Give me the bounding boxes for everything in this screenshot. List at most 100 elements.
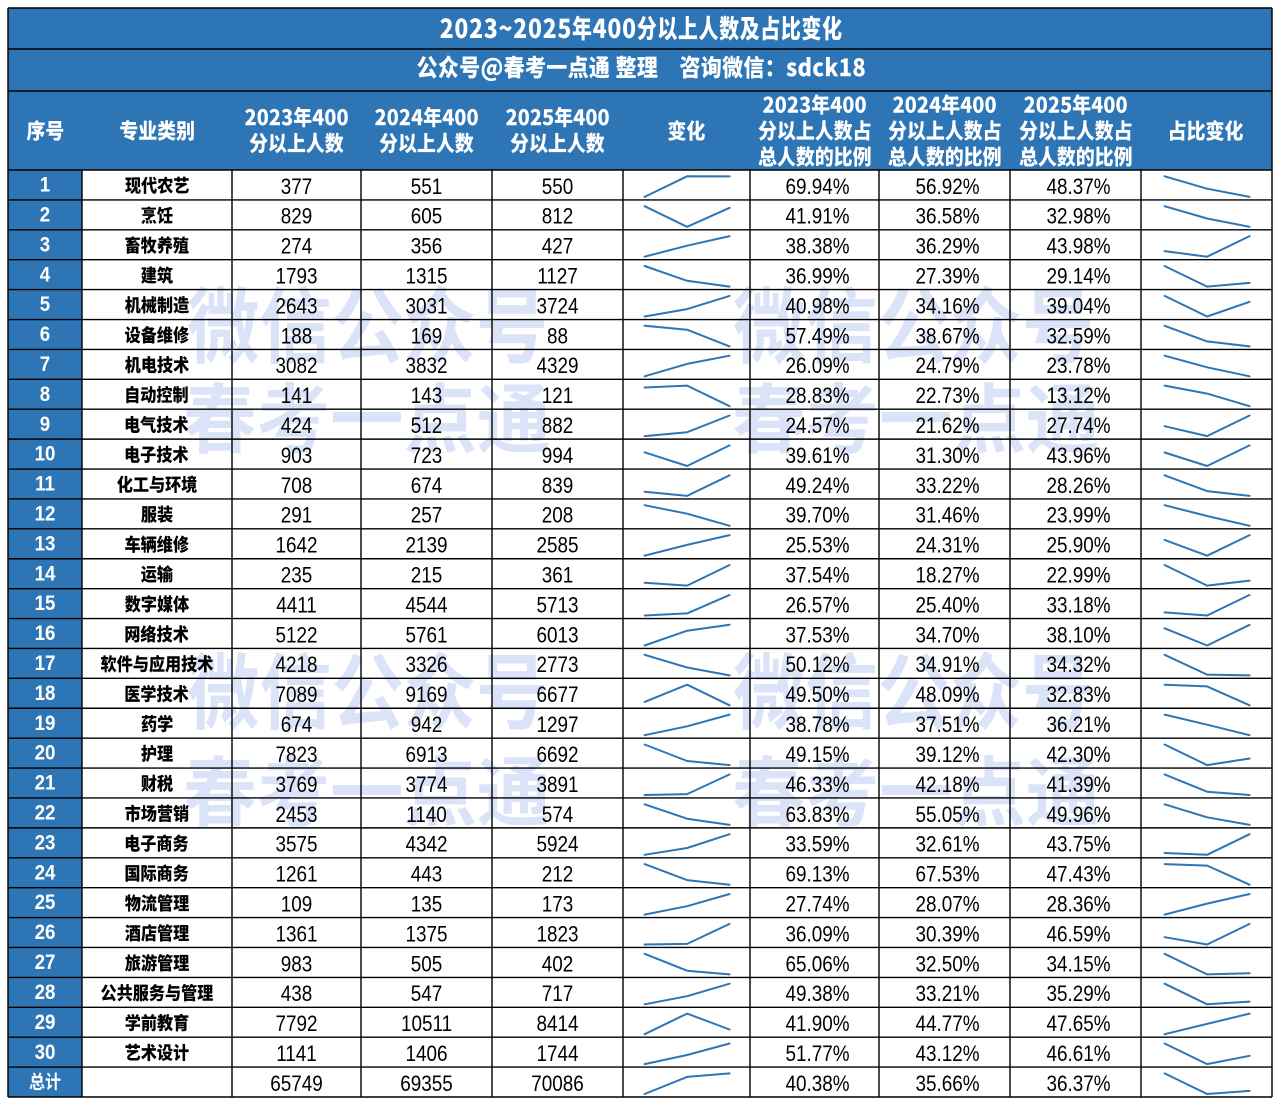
svg-text:29.14%: 29.14% — [1046, 264, 1110, 289]
svg-text:1375: 1375 — [405, 922, 447, 947]
svg-text:24.57%: 24.57% — [785, 414, 849, 439]
svg-text:235: 235 — [281, 563, 313, 588]
svg-text:5761: 5761 — [405, 623, 447, 648]
svg-text:1823: 1823 — [536, 922, 578, 947]
svg-text:49.96%: 49.96% — [1046, 802, 1110, 827]
svg-text:6677: 6677 — [536, 683, 578, 708]
svg-text:18.27%: 18.27% — [915, 563, 979, 588]
svg-text:26.09%: 26.09% — [785, 354, 849, 379]
svg-text:9169: 9169 — [405, 683, 447, 708]
svg-text:34.70%: 34.70% — [915, 623, 979, 648]
svg-text:21: 21 — [35, 771, 56, 794]
svg-text:40.38%: 40.38% — [785, 1071, 849, 1096]
svg-text:70086: 70086 — [531, 1071, 584, 1096]
svg-text:443: 443 — [411, 862, 443, 887]
svg-text:2139: 2139 — [405, 533, 447, 558]
svg-text:109: 109 — [281, 892, 313, 917]
svg-text:3082: 3082 — [275, 354, 317, 379]
svg-text:983: 983 — [281, 952, 313, 977]
svg-text:33.21%: 33.21% — [915, 982, 979, 1007]
svg-text:28.83%: 28.83% — [785, 384, 849, 409]
svg-text:65749: 65749 — [270, 1071, 323, 1096]
svg-text:46.59%: 46.59% — [1046, 922, 1110, 947]
svg-text:2585: 2585 — [536, 533, 578, 558]
svg-text:20: 20 — [35, 742, 56, 765]
svg-text:829: 829 — [281, 204, 313, 229]
svg-text:26.57%: 26.57% — [785, 593, 849, 618]
svg-text:257: 257 — [411, 503, 443, 528]
svg-text:31.30%: 31.30% — [915, 443, 979, 468]
svg-text:28: 28 — [35, 981, 56, 1004]
svg-text:27.74%: 27.74% — [1046, 414, 1110, 439]
svg-text:1261: 1261 — [275, 862, 317, 887]
svg-text:67.53%: 67.53% — [915, 862, 979, 887]
svg-text:65.06%: 65.06% — [785, 952, 849, 977]
svg-text:5122: 5122 — [275, 623, 317, 648]
svg-text:3774: 3774 — [405, 772, 447, 797]
svg-text:1127: 1127 — [537, 264, 578, 289]
svg-text:4342: 4342 — [405, 832, 447, 857]
svg-text:27.39%: 27.39% — [915, 264, 979, 289]
svg-text:1297: 1297 — [536, 713, 578, 738]
svg-text:1406: 1406 — [405, 1041, 447, 1066]
svg-text:29: 29 — [35, 1011, 56, 1034]
svg-text:8: 8 — [40, 383, 50, 406]
svg-text:10511: 10511 — [401, 1012, 452, 1037]
svg-text:28.26%: 28.26% — [1046, 473, 1110, 498]
svg-text:23.99%: 23.99% — [1046, 503, 1110, 528]
svg-text:57.49%: 57.49% — [785, 324, 849, 349]
svg-text:27.74%: 27.74% — [785, 892, 849, 917]
svg-text:7823: 7823 — [275, 742, 317, 767]
svg-text:25.90%: 25.90% — [1046, 533, 1110, 558]
svg-text:1: 1 — [40, 173, 50, 196]
svg-text:2773: 2773 — [536, 653, 578, 678]
svg-text:44.77%: 44.77% — [915, 1012, 979, 1037]
svg-text:36.99%: 36.99% — [785, 264, 849, 289]
svg-text:43.75%: 43.75% — [1046, 832, 1110, 857]
svg-text:438: 438 — [281, 982, 313, 1007]
svg-text:3891: 3891 — [536, 772, 578, 797]
svg-text:547: 547 — [411, 982, 443, 1007]
svg-text:27: 27 — [35, 951, 56, 974]
svg-text:215: 215 — [411, 563, 443, 588]
svg-text:41.90%: 41.90% — [785, 1012, 849, 1037]
svg-text:36.58%: 36.58% — [915, 204, 979, 229]
svg-text:3724: 3724 — [536, 294, 578, 319]
svg-text:42.18%: 42.18% — [915, 772, 979, 797]
svg-text:674: 674 — [281, 713, 313, 738]
svg-text:48.09%: 48.09% — [915, 683, 979, 708]
svg-text:717: 717 — [542, 982, 574, 1007]
svg-text:39.70%: 39.70% — [785, 503, 849, 528]
svg-text:10: 10 — [35, 443, 56, 466]
svg-text:3031: 3031 — [405, 294, 447, 319]
svg-text:6692: 6692 — [536, 742, 578, 767]
svg-text:674: 674 — [411, 473, 443, 498]
svg-text:25: 25 — [35, 891, 56, 914]
svg-text:291: 291 — [281, 503, 313, 528]
svg-text:605: 605 — [411, 204, 443, 229]
svg-text:512: 512 — [411, 414, 443, 439]
svg-text:427: 427 — [542, 234, 574, 259]
svg-text:5924: 5924 — [536, 832, 578, 857]
svg-text:41.39%: 41.39% — [1046, 772, 1110, 797]
svg-text:21.62%: 21.62% — [915, 414, 979, 439]
svg-text:16: 16 — [35, 622, 56, 645]
svg-text:37.54%: 37.54% — [785, 563, 849, 588]
svg-text:39.61%: 39.61% — [785, 443, 849, 468]
svg-text:22.73%: 22.73% — [915, 384, 979, 409]
svg-text:47.65%: 47.65% — [1046, 1012, 1110, 1037]
svg-text:22.99%: 22.99% — [1046, 563, 1110, 588]
svg-text:5: 5 — [40, 293, 50, 316]
svg-text:39.04%: 39.04% — [1046, 294, 1110, 319]
svg-text:26: 26 — [35, 921, 56, 944]
svg-text:7089: 7089 — [275, 683, 317, 708]
svg-text:33.22%: 33.22% — [915, 473, 979, 498]
svg-text:3326: 3326 — [405, 653, 447, 678]
svg-text:39.12%: 39.12% — [915, 742, 979, 767]
svg-text:24: 24 — [35, 861, 57, 884]
svg-text:9: 9 — [40, 413, 50, 436]
svg-text:4329: 4329 — [536, 354, 578, 379]
svg-text:505: 505 — [411, 952, 443, 977]
svg-text:33.18%: 33.18% — [1046, 593, 1110, 618]
svg-text:25.40%: 25.40% — [915, 593, 979, 618]
